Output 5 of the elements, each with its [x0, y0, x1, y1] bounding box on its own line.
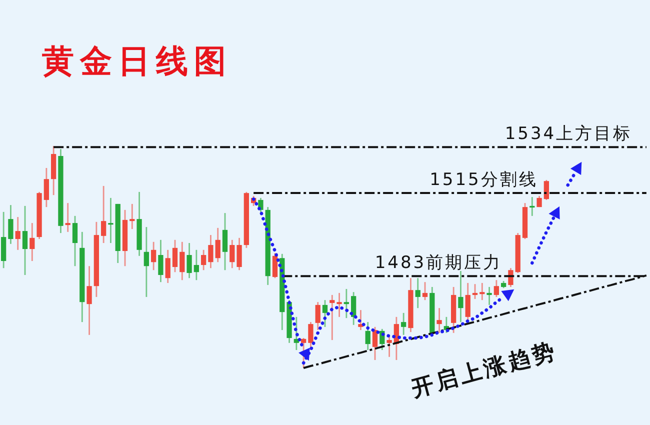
series-label: 1515分割线: [430, 170, 538, 190]
series-label: 1534上方目标: [504, 124, 632, 144]
series-label: 1483前期压力: [374, 253, 502, 274]
series-label: 开启上涨趋势: [408, 338, 560, 402]
title: 黄金日线图: [42, 42, 232, 80]
